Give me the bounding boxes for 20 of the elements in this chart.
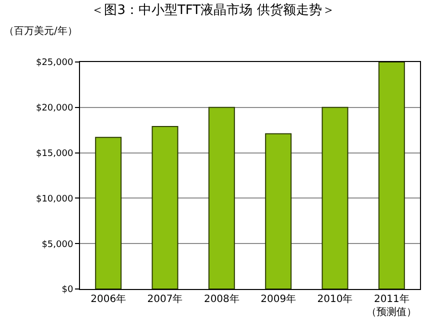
x-tick-label: 2009年 xyxy=(260,293,296,305)
x-tick-label: 2011年（预测值） xyxy=(366,293,417,318)
bar xyxy=(322,106,348,289)
y-tick-label: $15,000 xyxy=(36,148,74,159)
x-tick-label: 2006年 xyxy=(90,293,126,305)
x-tick-label: 2008年 xyxy=(204,293,240,305)
x-tick-label: 2010年 xyxy=(317,293,353,305)
y-tick-label: $20,000 xyxy=(36,104,74,114)
y-tick-label: $5,000 xyxy=(42,240,74,250)
bar xyxy=(208,106,235,289)
chart-title: ＜图3：中小型TFT液晶市场 供货额走势＞ xyxy=(91,3,335,18)
y-tick-label: $10,000 xyxy=(36,194,74,204)
bar xyxy=(152,126,178,289)
y-tick-label: $0 xyxy=(62,285,74,296)
x-tick-label: 2007年 xyxy=(147,293,183,305)
bar xyxy=(378,62,405,289)
y-tick-label: $25,000 xyxy=(36,58,74,68)
bar xyxy=(265,133,292,289)
y-axis-title: （百万美元/年） xyxy=(4,25,78,37)
bar xyxy=(95,136,122,289)
